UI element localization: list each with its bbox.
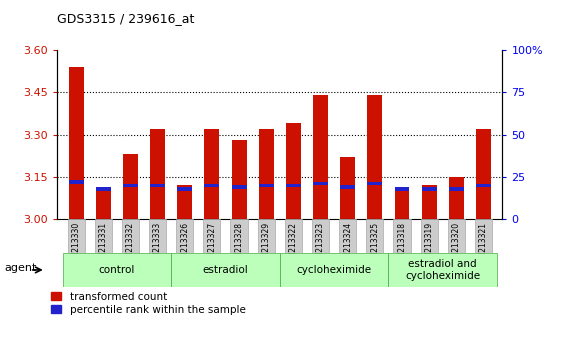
Bar <box>313 95 328 219</box>
Bar <box>203 219 220 253</box>
Bar <box>285 219 302 253</box>
Bar <box>177 187 192 190</box>
Bar <box>280 253 388 287</box>
Text: GSM213328: GSM213328 <box>235 222 244 268</box>
Bar <box>149 219 166 253</box>
Text: estradiol: estradiol <box>203 265 248 275</box>
Text: GSM213321: GSM213321 <box>479 222 488 268</box>
Bar <box>476 184 491 187</box>
Bar <box>393 219 411 253</box>
Bar <box>122 219 139 253</box>
Bar <box>313 182 328 185</box>
Bar <box>388 253 497 287</box>
Bar <box>95 219 112 253</box>
Bar <box>171 253 280 287</box>
Bar <box>204 184 219 187</box>
Text: GSM213333: GSM213333 <box>153 222 162 268</box>
Bar <box>177 185 192 219</box>
Bar <box>176 219 194 253</box>
Bar <box>259 184 274 187</box>
Bar <box>123 154 138 219</box>
Text: GSM213320: GSM213320 <box>452 222 461 268</box>
Text: GSM213326: GSM213326 <box>180 222 189 268</box>
Text: GSM213329: GSM213329 <box>262 222 271 268</box>
Bar <box>150 129 165 219</box>
Bar <box>340 157 355 219</box>
Bar <box>63 253 171 287</box>
Bar <box>286 123 301 219</box>
Bar <box>69 67 83 219</box>
Text: GSM213331: GSM213331 <box>99 222 108 268</box>
Bar <box>395 188 409 219</box>
Text: control: control <box>99 265 135 275</box>
Bar <box>123 184 138 187</box>
Bar <box>232 140 247 219</box>
Bar <box>422 187 437 190</box>
Bar <box>340 185 355 189</box>
Bar <box>476 129 491 219</box>
Text: estradiol and
cycloheximide: estradiol and cycloheximide <box>405 259 480 281</box>
Text: GSM213332: GSM213332 <box>126 222 135 268</box>
Bar <box>232 185 247 189</box>
Bar <box>150 184 165 187</box>
Text: GSM213319: GSM213319 <box>425 222 433 268</box>
Bar <box>421 219 438 253</box>
Text: cycloheximide: cycloheximide <box>296 265 372 275</box>
Text: GDS3315 / 239616_at: GDS3315 / 239616_at <box>57 12 195 25</box>
Bar <box>366 219 383 253</box>
Text: GSM213318: GSM213318 <box>397 222 407 268</box>
Bar <box>367 182 383 185</box>
Text: GSM213324: GSM213324 <box>343 222 352 268</box>
Bar <box>204 129 219 219</box>
Bar <box>449 187 464 190</box>
Bar <box>449 177 464 219</box>
Bar <box>69 181 83 184</box>
Bar <box>367 95 383 219</box>
Legend: transformed count, percentile rank within the sample: transformed count, percentile rank withi… <box>51 292 246 315</box>
Text: GSM213330: GSM213330 <box>71 222 81 268</box>
Bar <box>312 219 329 253</box>
Bar <box>96 188 111 219</box>
Text: GSM213327: GSM213327 <box>207 222 216 268</box>
Bar <box>475 219 492 253</box>
Bar <box>96 187 111 190</box>
Bar <box>258 219 275 253</box>
Bar <box>448 219 465 253</box>
Bar <box>395 187 409 190</box>
Text: agent: agent <box>5 263 37 273</box>
Bar <box>422 185 437 219</box>
Bar <box>339 219 356 253</box>
Text: GSM213322: GSM213322 <box>289 222 298 268</box>
Text: GSM213325: GSM213325 <box>371 222 379 268</box>
Bar <box>259 129 274 219</box>
Bar <box>67 219 85 253</box>
Bar <box>231 219 248 253</box>
Bar <box>286 184 301 187</box>
Text: GSM213323: GSM213323 <box>316 222 325 268</box>
